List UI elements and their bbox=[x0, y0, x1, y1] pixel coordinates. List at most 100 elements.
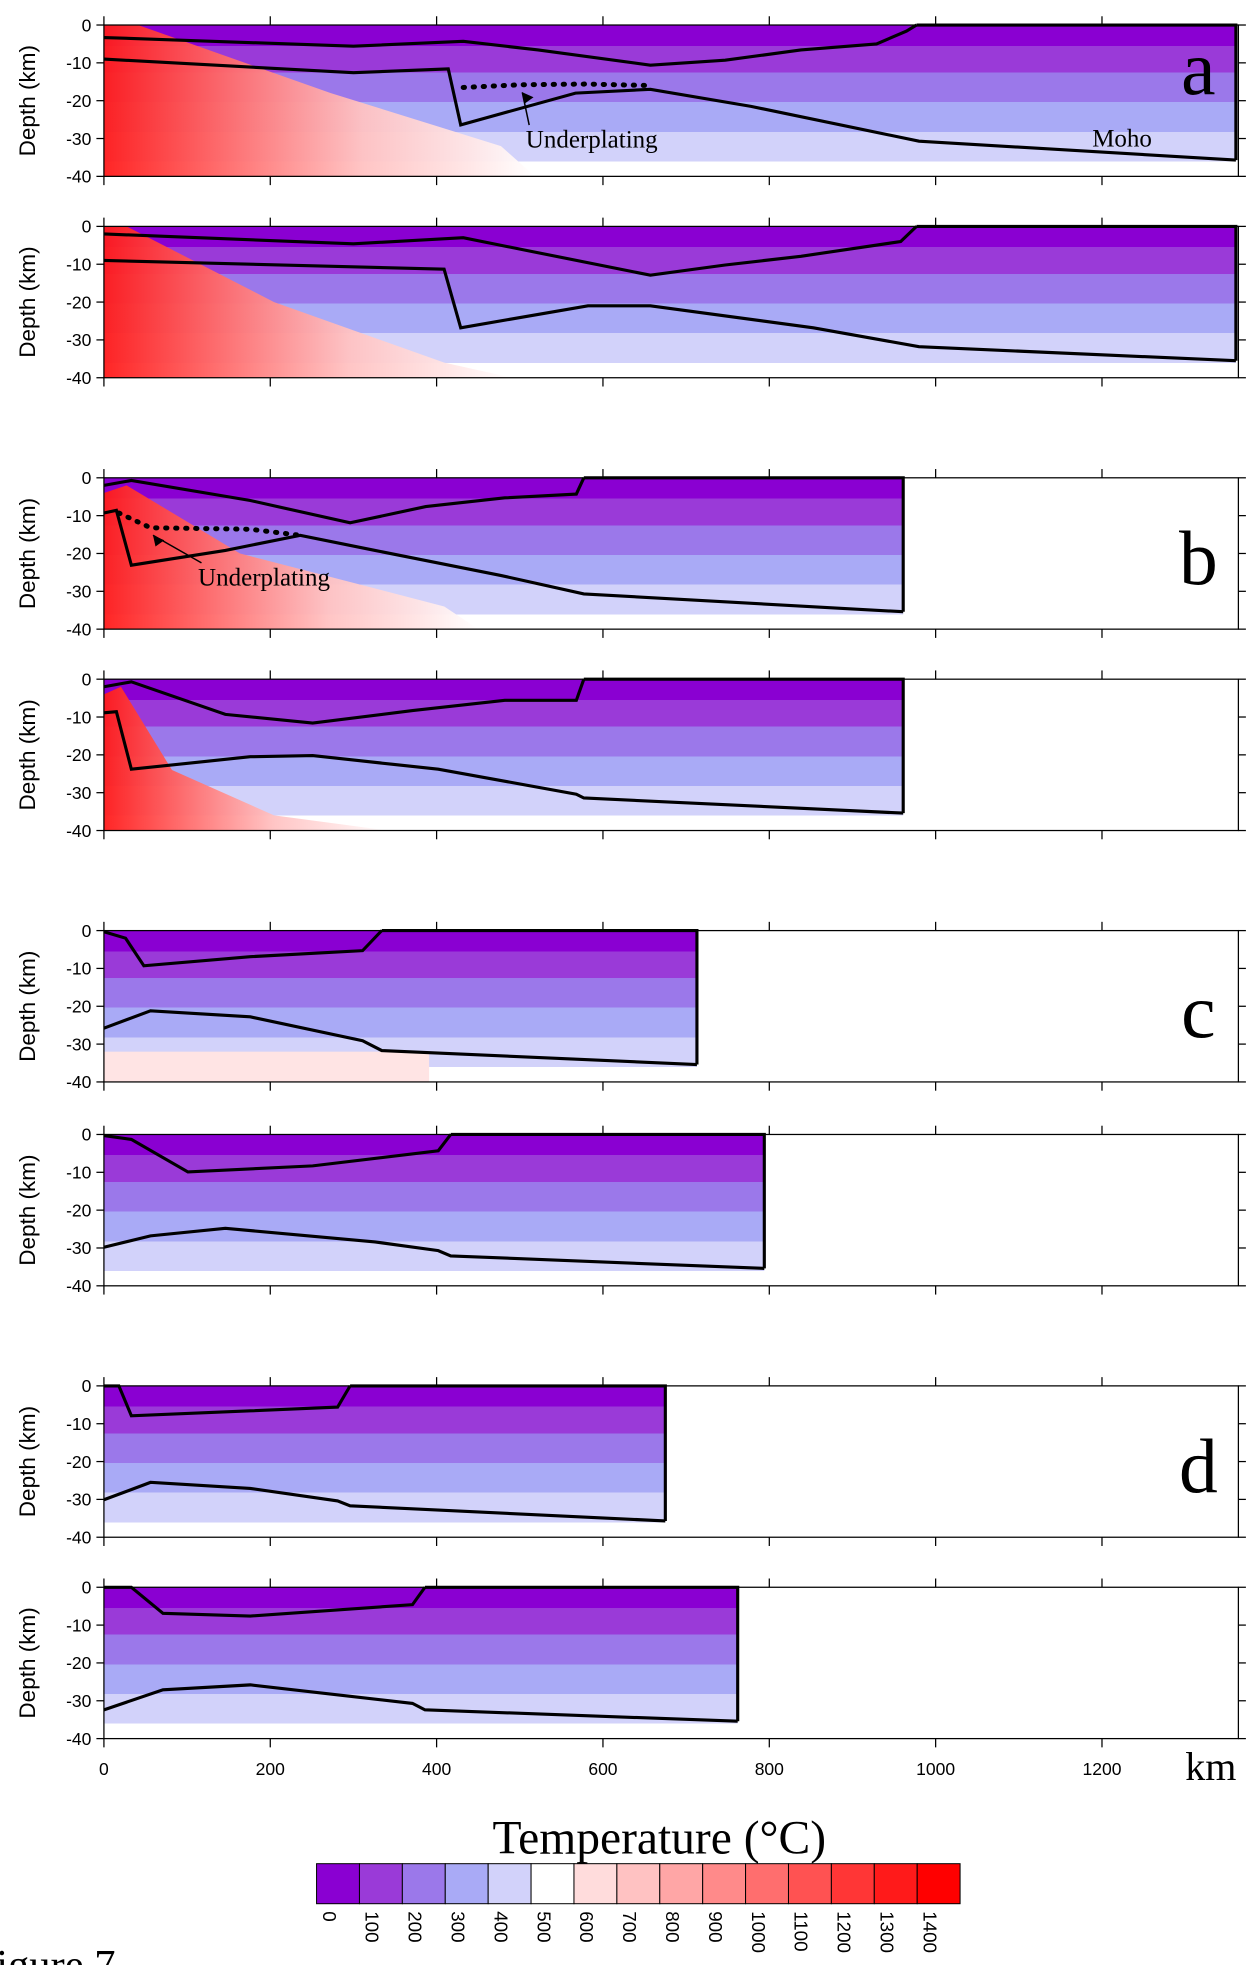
y-tick-label: -40 bbox=[66, 619, 92, 639]
hot-region bbox=[103, 1051, 430, 1082]
model-boundary bbox=[583, 476, 905, 612]
colorbar-swatch bbox=[444, 1863, 489, 1905]
y-axis-label: Depth (km) bbox=[15, 1607, 40, 1718]
panel: 0 -10 -20 -30 -40 Depth (km) bbox=[15, 1125, 1246, 1296]
panel-label: a bbox=[1181, 25, 1215, 111]
panel: 0 -10 -20 -30 -40 Depth (km) d bbox=[15, 1376, 1246, 1547]
colorbar-swatch bbox=[358, 1863, 403, 1905]
hot-region bbox=[103, 25, 536, 177]
y-tick-label: -20 bbox=[66, 91, 92, 111]
crust-top-line bbox=[103, 1133, 452, 1174]
y-tick-label: -10 bbox=[66, 254, 92, 274]
y-tick-label: -10 bbox=[66, 1414, 92, 1434]
y-tick-label: 0 bbox=[82, 1125, 92, 1145]
temperature-field bbox=[103, 1385, 666, 1535]
moho-line bbox=[103, 1009, 698, 1067]
moho-line bbox=[103, 258, 1236, 363]
crust-top-line bbox=[103, 1384, 352, 1418]
y-tick-label: -20 bbox=[66, 745, 92, 765]
y-tick-label: -30 bbox=[66, 1034, 92, 1054]
moho-line bbox=[103, 1480, 666, 1523]
model-boundary bbox=[350, 1384, 667, 1521]
panel-label: d bbox=[1179, 1423, 1218, 1509]
underplating-line bbox=[116, 510, 303, 538]
y-tick-label: -10 bbox=[66, 1615, 92, 1635]
colorbar-swatch bbox=[616, 1863, 661, 1905]
x-tick-label: 1000 bbox=[916, 1759, 955, 1779]
colorbar-swatch bbox=[487, 1863, 532, 1905]
y-tick-label: 0 bbox=[82, 1376, 92, 1396]
colorbar-swatch bbox=[916, 1863, 961, 1905]
moho-label: Moho bbox=[1092, 125, 1152, 152]
panel: 0 -10 -20 -30 -40 Depth (km) bbox=[15, 669, 1246, 841]
colorbar-tick-label: 1400 bbox=[919, 1911, 940, 1953]
x-tick-label: 0 bbox=[99, 1759, 109, 1779]
y-tick-label: 0 bbox=[82, 15, 92, 35]
y-tick-label: -30 bbox=[66, 783, 92, 803]
colorbar-swatch bbox=[401, 1863, 446, 1905]
x-tick-label: 1200 bbox=[1083, 1759, 1122, 1779]
colorbar-tick-label: 300 bbox=[448, 1911, 469, 1942]
colorbar-swatch bbox=[530, 1863, 575, 1905]
colorbar-title: Temperature (°C) bbox=[492, 1813, 826, 1865]
model-boundary bbox=[381, 929, 699, 1065]
model-boundary bbox=[916, 23, 1238, 161]
y-axis-label: Depth (km) bbox=[15, 246, 40, 357]
underplating-line bbox=[460, 81, 653, 90]
annotation: Underplating bbox=[198, 564, 330, 591]
x-tick-label: 400 bbox=[422, 1759, 451, 1779]
model-boundary bbox=[916, 224, 1238, 361]
crust-top-line bbox=[103, 225, 918, 277]
colorbar-tick-label: 1200 bbox=[834, 1911, 855, 1953]
panel: 0 -10 -20 -30 -40 Depth (km) b Underplating bbox=[15, 468, 1246, 639]
arrow-head bbox=[522, 92, 534, 104]
colorbar-tick-label: 600 bbox=[576, 1911, 597, 1942]
crust-top-line bbox=[103, 477, 586, 525]
temperature-field bbox=[103, 1134, 765, 1283]
y-axis-label: Depth (km) bbox=[15, 951, 40, 1062]
x-tick-label: 600 bbox=[588, 1759, 617, 1779]
model-boundary bbox=[583, 677, 905, 814]
moho-line bbox=[103, 710, 904, 815]
y-tick-label: -20 bbox=[66, 997, 92, 1017]
colorbar-tick-label: 0 bbox=[319, 1911, 340, 1921]
y-tick-label: -40 bbox=[66, 1527, 92, 1547]
panel-label: b bbox=[1179, 515, 1218, 601]
y-tick-label: -30 bbox=[66, 1490, 92, 1510]
panel: 0 -10 -20 -30 -40 Depth (km) a Underplating Moho bbox=[15, 15, 1246, 187]
y-tick-label: -40 bbox=[66, 1276, 92, 1296]
colorbar-swatch bbox=[745, 1863, 789, 1905]
y-tick-label: -40 bbox=[66, 368, 92, 388]
y-tick-label: 0 bbox=[82, 921, 92, 941]
colorbar-tick-label: 800 bbox=[662, 1911, 683, 1942]
colorbar-tick-label: 400 bbox=[490, 1911, 511, 1942]
y-tick-label: 0 bbox=[82, 669, 92, 689]
y-tick-label: -30 bbox=[66, 129, 92, 149]
y-tick-label: 0 bbox=[82, 1578, 92, 1598]
y-tick-label: -40 bbox=[66, 1729, 92, 1749]
colorbar-tick-label: 1300 bbox=[877, 1911, 898, 1953]
panel: 0 -10 -20 -30 -40 0 200 400 600 800 1000 1200 Depth … bbox=[15, 1578, 1246, 1789]
y-tick-label: -10 bbox=[66, 53, 92, 73]
hot-region bbox=[103, 686, 388, 831]
colorbar-swatch bbox=[573, 1863, 618, 1905]
moho-line bbox=[103, 1683, 738, 1723]
colorbar-tick-label: 1100 bbox=[791, 1911, 812, 1951]
caption: Figure 7 bbox=[0, 1942, 115, 1965]
y-tick-label: -20 bbox=[66, 1653, 92, 1673]
y-axis-label: Depth (km) bbox=[15, 45, 40, 156]
annotation: Underplating bbox=[526, 127, 658, 154]
y-tick-label: -40 bbox=[66, 1072, 92, 1092]
colorbar-tick-label: 700 bbox=[619, 1911, 640, 1942]
crust-top-line bbox=[103, 929, 383, 968]
colorbar-swatch bbox=[316, 1863, 360, 1905]
panel: 0 -10 -20 -30 -40 Depth (km) c bbox=[15, 921, 1246, 1092]
colorbar-tick-label: 200 bbox=[405, 1911, 426, 1942]
crust-top-line bbox=[103, 1585, 427, 1618]
colorbar-tick-label: 100 bbox=[362, 1911, 383, 1942]
y-tick-label: -10 bbox=[66, 707, 92, 727]
y-tick-label: -20 bbox=[66, 544, 92, 564]
y-axis-label: Depth (km) bbox=[15, 1406, 40, 1517]
